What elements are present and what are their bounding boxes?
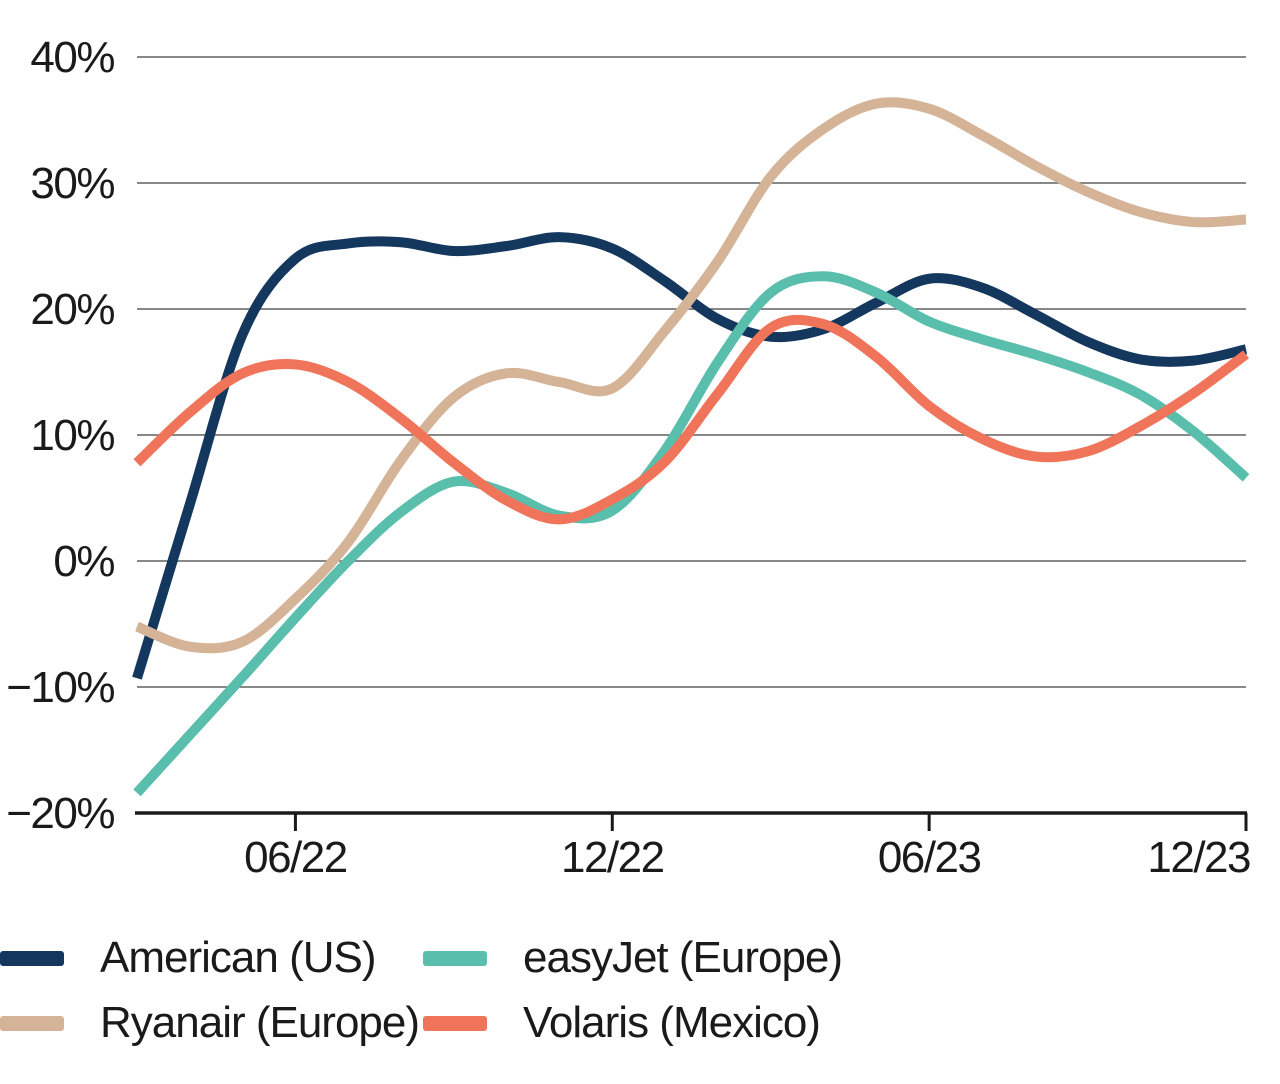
y-axis-label: −20% <box>6 789 114 838</box>
legend-label-american-us: American (US) <box>100 933 376 982</box>
chart-legend: American (US) easyJet (Europe) Ryanair (… <box>0 936 1280 1045</box>
y-axis-label: 20% <box>30 285 114 334</box>
legend-label-volaris-mexico: Volaris (Mexico) <box>523 998 821 1047</box>
legend-label-ryanair-europe: Ryanair (Europe) <box>100 998 420 1047</box>
legend-swatch-american-us <box>0 950 64 966</box>
legend-item-american-us: American (US) <box>0 936 423 980</box>
legend-item-easyjet-europe: easyJet (Europe) <box>423 936 1280 980</box>
legend-grid: American (US) easyJet (Europe) Ryanair (… <box>0 936 1280 1045</box>
y-axis-label: −10% <box>6 663 114 712</box>
series-line-easyjet-europe <box>133 271 1250 797</box>
legend-swatch-ryanair-europe <box>0 1015 64 1031</box>
legend-swatch-volaris-mexico <box>423 1015 487 1031</box>
series-line-american-us <box>132 232 1248 680</box>
series-line-volaris-mexico <box>133 314 1249 525</box>
y-axis-label: 30% <box>30 159 114 208</box>
legend-item-volaris-mexico: Volaris (Mexico) <box>423 1001 1280 1045</box>
x-axis-label: 12/23 <box>1147 833 1250 882</box>
legend-item-ryanair-europe: Ryanair (Europe) <box>0 1001 423 1045</box>
y-axis-label: 40% <box>30 33 114 82</box>
x-axis-label: 12/22 <box>561 833 664 882</box>
y-axis-label: 0% <box>53 537 114 586</box>
legend-swatch-easyjet-europe <box>423 950 487 966</box>
x-axis-label: 06/23 <box>878 833 981 882</box>
legend-label-easyjet-europe: easyJet (Europe) <box>523 933 843 982</box>
x-axis-label: 06/22 <box>244 833 347 882</box>
series-line-ryanair-europe <box>135 97 1247 654</box>
y-axis-label: 10% <box>30 411 114 460</box>
